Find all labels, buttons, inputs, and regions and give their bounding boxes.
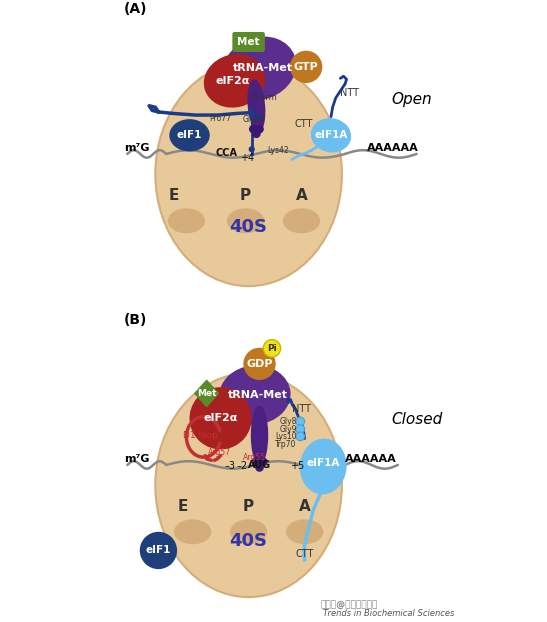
Ellipse shape: [174, 519, 211, 544]
Text: Lys10: Lys10: [275, 432, 297, 441]
Text: GTP: GTP: [294, 62, 318, 72]
Ellipse shape: [170, 119, 210, 152]
Text: E: E: [178, 499, 189, 514]
Text: Arg55: Arg55: [243, 453, 266, 462]
Text: +4: +4: [240, 152, 254, 163]
Text: eIF1A: eIF1A: [315, 130, 348, 141]
Text: AAAAAA: AAAAAA: [345, 453, 397, 464]
Text: Met: Met: [197, 389, 217, 398]
Ellipse shape: [286, 519, 323, 544]
Text: Open: Open: [392, 92, 432, 107]
Text: eIF2α: eIF2α: [216, 76, 251, 86]
Text: tRNA-Met: tRNA-Met: [228, 390, 288, 400]
Text: m⁷G: m⁷G: [124, 453, 150, 464]
Text: GDP: GDP: [246, 359, 273, 369]
Text: Arg57: Arg57: [207, 448, 231, 457]
Text: E: E: [169, 188, 179, 203]
Circle shape: [296, 432, 305, 440]
Text: Pro77: Pro77: [210, 114, 231, 123]
Ellipse shape: [300, 439, 347, 494]
FancyBboxPatch shape: [233, 32, 264, 52]
Text: Met: Met: [237, 37, 260, 47]
Text: Trends in Biochemical Sciences: Trends in Biochemical Sciences: [323, 609, 455, 618]
Text: D arm: D arm: [251, 93, 276, 103]
Ellipse shape: [283, 208, 320, 233]
Ellipse shape: [219, 365, 290, 425]
Text: eIF1A: eIF1A: [306, 458, 340, 468]
Circle shape: [290, 51, 322, 83]
Text: Closed: Closed: [392, 412, 443, 427]
Ellipse shape: [189, 387, 252, 450]
Circle shape: [249, 124, 258, 134]
Text: 40S: 40S: [230, 532, 267, 550]
Text: A: A: [295, 188, 307, 203]
Circle shape: [249, 146, 255, 152]
Text: D1 loop: D1 loop: [183, 431, 218, 440]
Ellipse shape: [223, 37, 296, 100]
Circle shape: [248, 109, 255, 116]
Text: –2: –2: [237, 460, 248, 471]
Circle shape: [255, 463, 264, 471]
Ellipse shape: [227, 208, 264, 233]
Ellipse shape: [311, 118, 351, 152]
Circle shape: [255, 124, 264, 134]
Text: NTT: NTT: [292, 404, 311, 414]
Polygon shape: [195, 380, 218, 407]
Circle shape: [252, 129, 261, 138]
Text: AAAAAA: AAAAAA: [367, 142, 418, 153]
Text: P: P: [243, 499, 254, 514]
Ellipse shape: [251, 406, 268, 465]
Text: Lys42: Lys42: [267, 146, 289, 155]
Text: Trp70: Trp70: [276, 440, 297, 448]
Text: 40S: 40S: [230, 218, 267, 236]
Ellipse shape: [230, 519, 267, 544]
Text: Pi: Pi: [267, 344, 277, 353]
Text: NTT: NTT: [340, 88, 359, 98]
Circle shape: [255, 113, 261, 119]
Text: AUG: AUG: [248, 460, 271, 470]
Ellipse shape: [168, 208, 205, 233]
Text: m⁷G: m⁷G: [124, 142, 150, 153]
Circle shape: [296, 425, 305, 434]
Ellipse shape: [155, 373, 342, 597]
Text: (B): (B): [124, 313, 148, 327]
Text: +5: +5: [290, 460, 304, 471]
Text: A: A: [299, 499, 311, 514]
Ellipse shape: [155, 62, 342, 286]
Text: eIF1: eIF1: [177, 130, 202, 141]
Circle shape: [140, 532, 177, 569]
Text: Gly8: Gly8: [280, 417, 297, 426]
Text: –3: –3: [224, 460, 235, 471]
Text: eIF2α: eIF2α: [203, 413, 238, 424]
Text: (A): (A): [124, 2, 148, 16]
Circle shape: [252, 458, 260, 466]
Circle shape: [259, 458, 267, 466]
Text: tRNA-Met: tRNA-Met: [232, 63, 293, 73]
Text: eIF1: eIF1: [146, 545, 171, 555]
Circle shape: [296, 417, 305, 426]
Circle shape: [243, 348, 276, 380]
Circle shape: [263, 340, 281, 357]
Text: CTT: CTT: [295, 549, 314, 559]
Ellipse shape: [204, 54, 265, 108]
Ellipse shape: [247, 80, 265, 132]
Text: CTT: CTT: [295, 119, 313, 129]
Text: CCA: CCA: [216, 148, 238, 158]
Text: Gly9: Gly9: [280, 425, 297, 434]
Text: Gly80: Gly80: [242, 115, 264, 124]
Text: P: P: [240, 188, 251, 203]
Text: 搜狐号@学老师谈生化: 搜狐号@学老师谈生化: [320, 600, 377, 610]
